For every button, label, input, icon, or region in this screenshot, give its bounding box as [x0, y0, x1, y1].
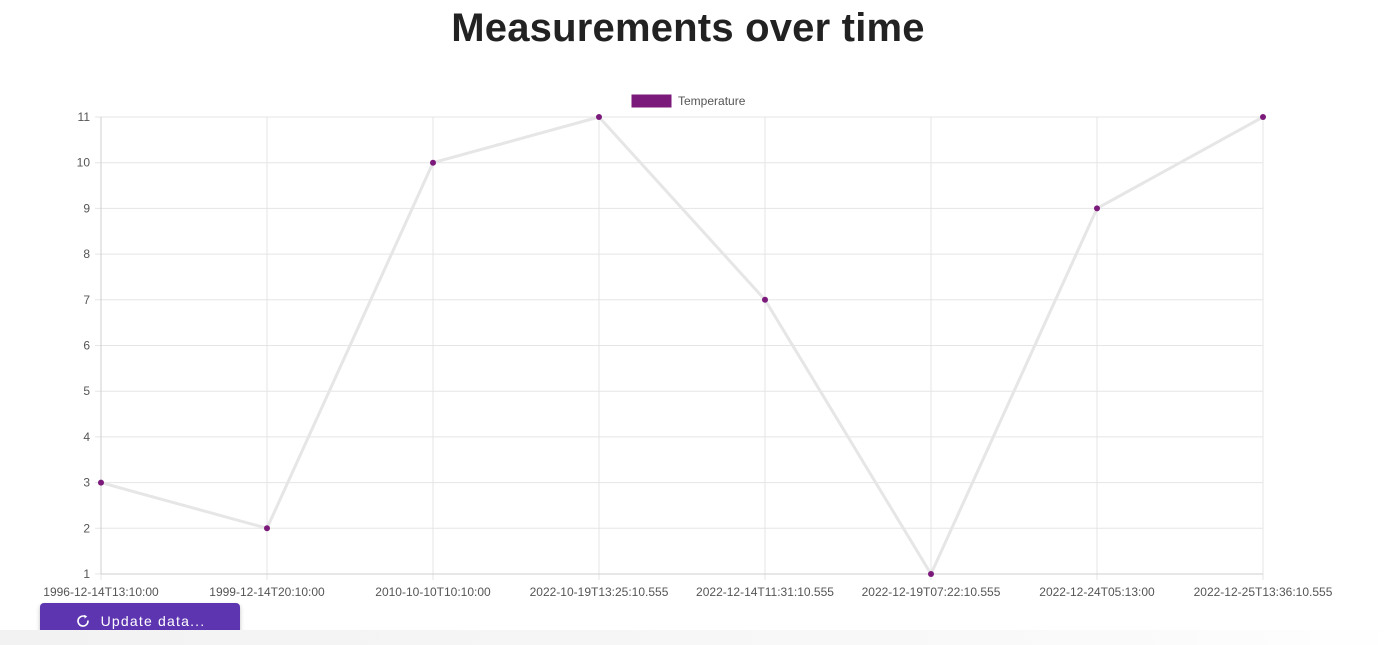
update-data-label: Update data... [100, 613, 206, 629]
y-tick-label: 3 [83, 476, 90, 490]
chart-legend[interactable]: Temperature [631, 94, 746, 108]
data-point[interactable] [264, 525, 270, 532]
x-tick-label: 2022-12-14T11:31:10.555 [696, 585, 834, 599]
y-tick-label: 2 [83, 521, 90, 535]
chart-axes: 1 2 3 4 5 6 7 8 9 10 11 1996-12-14T13:10:00 1999-12-… [43, 110, 1332, 599]
data-point[interactable] [98, 479, 104, 486]
y-tick-label: 4 [83, 430, 90, 444]
y-tick-label: 10 [77, 156, 91, 170]
data-point[interactable] [1260, 114, 1266, 120]
line-chart: 1 2 3 4 5 6 7 8 9 10 11 1996-12-14T13:10:00 1999-12-… [43, 94, 1332, 599]
page-title: Measurements over time [451, 6, 925, 50]
y-tick-label: 6 [83, 339, 90, 353]
legend-swatch [631, 94, 672, 108]
data-point[interactable] [762, 296, 768, 303]
bottom-bar [0, 630, 1400, 645]
y-tick-label: 1 [83, 567, 90, 581]
x-tick-label: 1996-12-14T13:10:00 [43, 585, 159, 599]
x-tick-label: 2022-12-19T07:22:10.555 [862, 585, 1001, 599]
x-tick-label: 2022-12-25T13:36:10.555 [1194, 585, 1333, 599]
data-point[interactable] [596, 114, 602, 120]
legend-label[interactable]: Temperature [678, 94, 746, 108]
x-tick-label: 1999-12-14T20:10:00 [209, 585, 325, 599]
chart-grid [95, 116, 1264, 580]
y-tick-label: 8 [83, 247, 90, 261]
y-tick-label: 7 [83, 293, 90, 307]
data-point[interactable] [1094, 205, 1100, 212]
y-tick-label: 9 [83, 201, 90, 215]
series-line-temperature [100, 115, 1264, 576]
chart-series [98, 114, 1266, 577]
y-tick-label: 11 [78, 110, 91, 124]
x-tick-label: 2010-10-10T10:10:00 [375, 585, 491, 599]
x-tick-label: 2022-10-19T13:25:10.555 [530, 585, 669, 599]
y-tick-label: 5 [83, 384, 90, 398]
data-point[interactable] [430, 159, 436, 166]
data-point[interactable] [928, 571, 934, 577]
refresh-icon [75, 613, 91, 629]
x-tick-label: 2022-12-24T05:13:00 [1039, 585, 1155, 599]
